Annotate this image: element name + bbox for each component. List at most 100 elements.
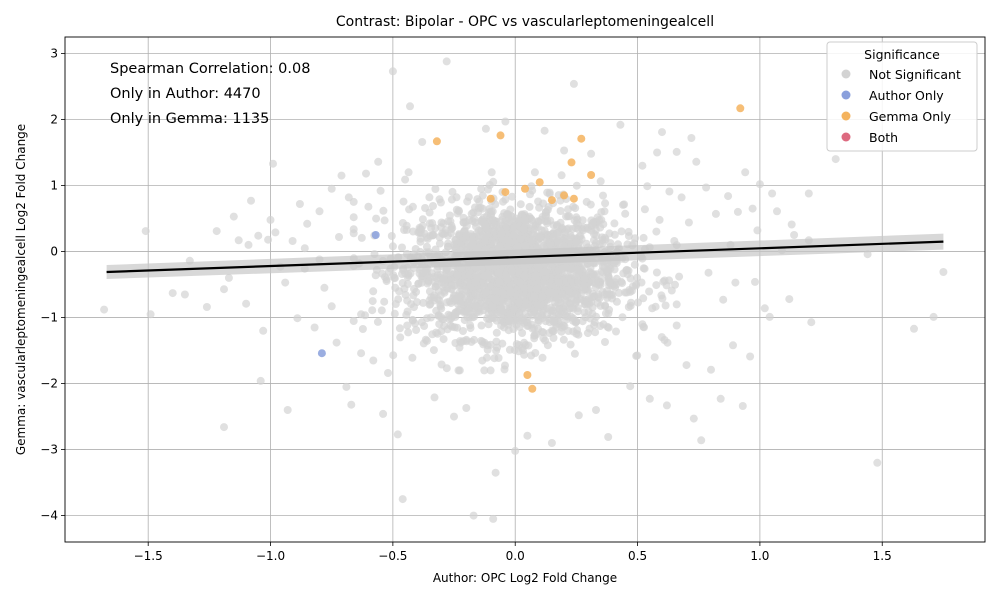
data-point [389,271,398,280]
data-point [569,79,578,88]
data-point [626,382,635,391]
data-point [380,297,389,306]
data-point [702,183,711,192]
data-point [658,294,667,303]
data-point [489,215,498,224]
data-point [511,446,520,455]
data-point [521,241,530,250]
data-point [478,204,487,213]
data-point [640,205,649,214]
data-point [422,233,431,242]
data-point [469,511,478,520]
data-point [247,196,255,205]
data-point [535,178,544,187]
data-point [518,329,527,337]
data-point [610,219,619,228]
data-point [242,299,251,308]
data-point [520,338,529,347]
data-point [626,274,635,283]
legend-label-author-only: Author Only [869,88,944,103]
data-point [440,322,449,330]
data-point [672,321,681,330]
data-point [638,161,647,170]
data-point [519,318,528,327]
data-point [682,361,691,370]
data-point [180,290,189,299]
y-tick-label: −1 [40,311,58,325]
data-point [435,195,444,204]
data-point [379,409,388,418]
data-point [374,157,383,166]
data-point [662,401,671,410]
data-point [327,302,336,311]
y-tick-label: −4 [40,509,58,523]
data-point [545,188,554,197]
data-point [310,323,319,332]
data-point [404,328,413,337]
data-point [689,414,698,423]
data-point [463,298,472,307]
data-point [514,267,523,276]
data-point [406,102,414,111]
data-point [264,235,273,244]
data-point [403,296,412,305]
data-point [481,288,490,297]
data-point [431,185,440,193]
data-point [540,126,549,135]
data-point [422,242,431,251]
data-point [640,264,649,273]
data-point [461,218,470,226]
data-point [413,298,421,307]
data-point [639,294,648,303]
annotations: Spearman Correlation: 0.08 Only in Autho… [110,61,310,127]
data-point [591,279,600,288]
data-point [711,209,720,218]
data-point [471,278,480,287]
regression-line-group [106,233,944,280]
data-point [369,287,378,296]
y-tick-label: −3 [40,443,58,457]
data-point [555,312,564,321]
data-point [652,281,661,290]
data-point [412,287,421,296]
data-point [418,138,427,146]
data-point [491,295,500,304]
data-point [617,227,626,236]
data-point [431,224,440,233]
data-point [527,182,536,191]
data-point [454,366,463,375]
data-point [530,292,539,301]
data-point [429,202,437,210]
data-point [439,335,448,344]
data-point [497,305,506,314]
data-point [398,219,407,227]
data-point [630,260,639,269]
data-point [388,242,397,251]
data-point [594,290,603,299]
data-point [362,169,370,178]
data-point [667,286,676,295]
legend: Significance Not Significant Author Only G… [826,41,978,152]
data-point [369,356,378,365]
data-point [425,208,434,217]
data-point [661,301,670,310]
data-point [600,207,609,216]
data-point [645,287,654,296]
data-point [456,338,465,347]
data-point [472,244,481,253]
data-point [633,273,642,282]
data-point [588,293,596,302]
data-point [618,279,627,288]
annotation-gemma-only: Only in Gemma: 1135 [110,111,269,127]
data-point [672,300,681,309]
data-point [472,222,480,231]
chart-title: Contrast: Bipolar - OPC vs vascularlepto… [336,14,714,30]
data-point [538,292,547,301]
data-point [349,213,358,222]
data-point [515,310,524,319]
data-point [403,273,412,281]
data-point [787,220,796,229]
data-point [376,186,385,195]
data-point [650,353,659,362]
